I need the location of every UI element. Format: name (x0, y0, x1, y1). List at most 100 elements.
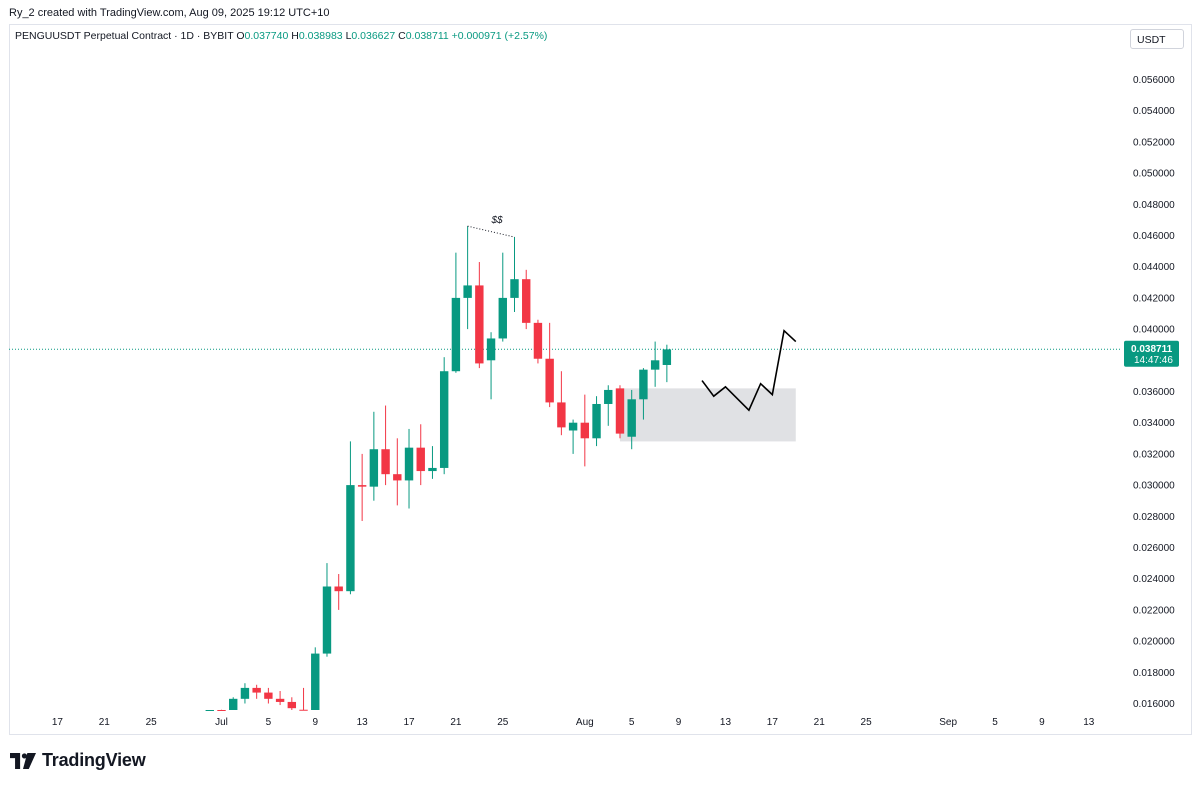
candle (650, 341, 660, 387)
candle-body (475, 285, 484, 364)
candle (264, 687, 273, 704)
x-axis-tick-label: 25 (861, 717, 873, 728)
y-axis-tick-label: 0.028000 (1133, 512, 1175, 523)
candle (592, 396, 601, 447)
liquidity-label: $$ (490, 215, 503, 226)
x-axis-tick-label: 5 (266, 717, 272, 728)
candle (416, 424, 425, 486)
candle (275, 691, 285, 706)
x-axis-tick-label: 17 (52, 717, 64, 728)
y-axis-tick-label: 0.048000 (1133, 200, 1175, 211)
candle (357, 453, 367, 521)
candle-body (393, 474, 402, 481)
open-label: O (236, 30, 245, 42)
candle-body (299, 709, 308, 711)
projection-path (701, 329, 797, 412)
y-axis-tick-label: 0.018000 (1133, 668, 1175, 679)
candle (240, 683, 250, 704)
candle-body (510, 279, 519, 298)
candle (369, 411, 379, 501)
y-axis-tick-label: 0.046000 (1133, 231, 1175, 242)
y-axis-tick-label: 0.024000 (1133, 574, 1175, 585)
tradingview-brand[interactable]: TradingView (10, 750, 146, 771)
candle (299, 687, 308, 711)
x-axis-tick-label: 5 (992, 717, 998, 728)
chart-frame (9, 24, 1192, 735)
candle (393, 438, 402, 506)
y-axis-tick-label: 0.020000 (1133, 637, 1175, 648)
candle-body (650, 360, 660, 370)
x-axis-tick-label: 21 (450, 717, 462, 728)
candle (627, 389, 636, 450)
candle (439, 357, 449, 475)
brand-name: TradingView (42, 750, 146, 770)
candle-body (592, 403, 601, 439)
candle (604, 385, 613, 426)
candle-body (240, 687, 250, 699)
candle-body (322, 586, 332, 654)
candle-body (451, 297, 461, 372)
x-axis-tick-label: 21 (814, 717, 826, 728)
x-axis-tick-label: 13 (357, 717, 369, 728)
candle (404, 428, 414, 509)
symbol-title[interactable]: PENGUUSDT Perpetual Contract · 1D · BYBI… (15, 30, 234, 42)
candle-body (381, 449, 390, 475)
candle-body (615, 388, 625, 434)
y-axis-tick-label: 0.056000 (1133, 75, 1175, 86)
close-label: C (398, 30, 406, 42)
candle-body (275, 698, 285, 702)
y-axis-tick-label: 0.044000 (1133, 262, 1175, 273)
candle (428, 446, 437, 479)
close-value: 0.038711 (405, 30, 449, 42)
symbol-legend: PENGUUSDT Perpetual Contract · 1D · BYBI… (15, 30, 547, 42)
candle (498, 252, 507, 342)
candle (486, 332, 496, 400)
candle (557, 371, 566, 436)
candle (205, 710, 214, 711)
y-axis-tick-label: 0.040000 (1133, 325, 1175, 336)
candle-body (369, 449, 379, 487)
x-axis-tick-label: 5 (629, 717, 635, 728)
x-axis-tick-label: 13 (1083, 717, 1095, 728)
x-axis-tick-label: 17 (767, 717, 779, 728)
candle (322, 563, 332, 657)
x-axis-tick-label: Jul (215, 717, 228, 728)
y-axis-tick-label: 0.036000 (1133, 387, 1175, 398)
candle-body (662, 349, 672, 365)
candle (510, 237, 519, 312)
creator-line: Ry_2 created with TradingView.com, Aug 0… (9, 7, 330, 19)
high-value: 0.038983 (298, 30, 343, 42)
candle-body (498, 297, 507, 339)
candle (662, 344, 672, 383)
x-axis-tick-label: Aug (576, 717, 594, 728)
candle-body (205, 710, 214, 711)
x-axis-tick-label: Sep (939, 717, 957, 728)
candle-body (568, 422, 578, 431)
candle-body (439, 371, 449, 468)
candle-body (533, 322, 543, 359)
candle (545, 322, 554, 408)
x-axis-tick-label: 25 (146, 717, 158, 728)
candle-body (557, 402, 566, 428)
candle-body (545, 358, 554, 403)
y-axis-tick-label: 0.026000 (1133, 543, 1175, 554)
liquidity-line (467, 225, 515, 238)
y-axis-tick-label: 0.034000 (1133, 418, 1175, 429)
y-axis-tick-label: 0.016000 (1133, 699, 1175, 710)
candle (334, 574, 343, 610)
candle-body (287, 701, 297, 709)
y-axis-tick-label: 0.050000 (1133, 169, 1175, 180)
candle (252, 684, 261, 699)
candle-body (604, 389, 613, 404)
last-price-value: 0.038711 (1131, 344, 1173, 355)
currency-button[interactable]: USDT (1130, 29, 1184, 49)
y-axis-tick-label: 0.022000 (1133, 605, 1175, 616)
candle (568, 419, 578, 454)
open-value: 0.037740 (244, 30, 289, 42)
candle-body (428, 467, 437, 472)
candle-body (627, 399, 636, 437)
x-axis-tick-label: 21 (99, 717, 111, 728)
candle-body (522, 279, 531, 323)
candle (451, 252, 461, 373)
